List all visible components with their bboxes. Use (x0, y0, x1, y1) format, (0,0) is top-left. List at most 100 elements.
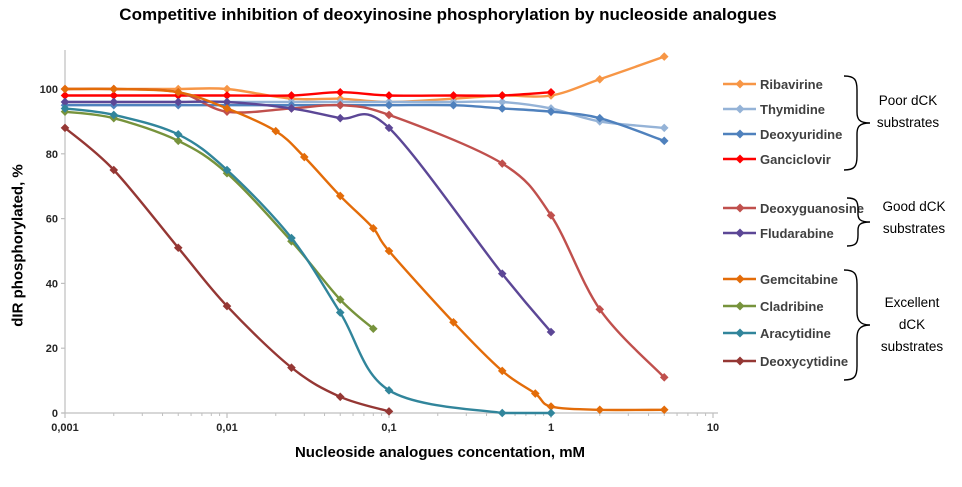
y-tick-label: 60 (46, 214, 58, 226)
series-marker-ribavirine (659, 52, 669, 61)
series-marker-ganciclovir (287, 91, 296, 100)
series-marker-ganciclovir (449, 91, 458, 100)
series-marker-gemcitabine (369, 224, 378, 233)
legend-marker-cladribine (723, 301, 756, 311)
series-marker-fludarabine (109, 97, 119, 107)
legend-marker-thymidine (723, 104, 756, 114)
legend-item-ribavirine: Ribavirine (723, 75, 823, 93)
series-marker-deoxyguanosine (546, 211, 556, 220)
series-marker-deoxyuridine (384, 100, 394, 110)
legend-item-deoxyguanosine: Deoxyguanosine (723, 199, 864, 217)
series-marker-ganciclovir (109, 91, 119, 100)
legend-label: Ganciclovir (760, 151, 831, 167)
series-marker-deoxycytidine (287, 363, 296, 372)
legend-item-fludarabine: Fludarabine (723, 224, 834, 242)
series-marker-gemcitabine (546, 402, 556, 411)
x-tick-label: 1 (548, 422, 554, 434)
y-tick-label: 40 (46, 278, 58, 290)
series-marker-deoxycytidine (222, 301, 232, 311)
legend-label: Deoxycytidine (760, 353, 849, 369)
series-marker-ganciclovir (335, 87, 345, 97)
series-marker-cladribine (335, 295, 345, 304)
series-marker-deoxycytidine (335, 392, 345, 402)
series-line-aracytidine (63, 107, 553, 415)
legend-marker-deoxyuridine (723, 129, 756, 139)
y-tick-label: 100 (40, 84, 58, 96)
legend-marker-fludarabine (723, 228, 756, 238)
series-marker-gemcitabine (271, 126, 281, 136)
series-marker-deoxyguanosine (595, 305, 605, 314)
series-marker-deoxyguanosine (497, 159, 507, 168)
legend-label: Fludarabine (760, 225, 834, 241)
group-label-poor: Poor dCK substrates (876, 93, 940, 130)
series-marker-fludarabine (173, 97, 183, 107)
series-line-ganciclovir (63, 90, 553, 97)
chart-title: Competitive inhibition of deoxyinosine p… (119, 5, 777, 24)
series-marker-gemcitabine (299, 152, 309, 162)
legend-label: Gemcitabine (760, 271, 839, 287)
legend-marker-gemcitabine (723, 274, 756, 284)
legend-label: Ribavirine (760, 76, 823, 92)
series-marker-fludarabine (546, 327, 556, 337)
series-marker-ganciclovir (222, 91, 232, 100)
series-marker-cladribine (369, 324, 378, 334)
series-marker-ribavirine (595, 74, 605, 84)
series-line-deoxyuridine (63, 103, 666, 142)
series-marker-deoxyuridine (659, 136, 669, 146)
series-marker-deoxyguanosine (659, 373, 669, 382)
legend-item-gemcitabine: Gemcitabine (723, 270, 838, 288)
series-marker-gemcitabine (60, 84, 70, 94)
series-marker-aracytidine (497, 408, 507, 418)
series-marker-deoxyuridine (546, 107, 556, 116)
legend-marker-deoxycytidine (723, 356, 756, 366)
series-marker-aracytidine (173, 130, 183, 139)
legend-item-thymidine: Thymidine (723, 100, 825, 118)
series-marker-aracytidine (384, 386, 394, 395)
legend-item-deoxycytidine: Deoxycytidine (723, 352, 848, 370)
series-line-ribavirine (63, 55, 666, 104)
y-tick-label: 80 (46, 149, 58, 161)
series-marker-gemcitabine (659, 405, 669, 415)
series-marker-fludarabine (384, 123, 394, 133)
series-marker-deoxycytidine (109, 165, 119, 175)
x-tick-label: 0,01 (216, 422, 237, 434)
legend-label: Deoxyguanosine (760, 200, 865, 216)
legend-label: Aracytidine (760, 325, 831, 341)
legend-marker-aracytidine (723, 328, 756, 338)
series-marker-fludarabine (60, 97, 70, 107)
group-label-good: Good dCK substrates (882, 199, 946, 236)
series-marker-ganciclovir (60, 91, 70, 100)
series-marker-ganciclovir (546, 87, 556, 97)
series-marker-gemcitabine (335, 191, 345, 201)
x-axis-title: Nucleoside analogues concentation, mM (294, 444, 586, 461)
y-tick-label: 0 (52, 408, 58, 420)
legend-marker-ribavirine (723, 79, 756, 89)
series-marker-fludarabine (222, 97, 232, 107)
series-marker-gemcitabine (109, 84, 119, 94)
x-tick-label: 0,1 (381, 422, 396, 434)
legend-item-deoxyuridine: Deoxyuridine (723, 125, 842, 143)
legend-item-cladribine: Cladribine (723, 297, 824, 315)
y-tick-label: 20 (46, 343, 58, 355)
legend-marker-deoxyguanosine (723, 203, 756, 213)
series-marker-thymidine (497, 97, 507, 107)
series-marker-aracytidine (109, 110, 119, 120)
series-marker-aracytidine (546, 408, 556, 418)
series-marker-gemcitabine (497, 366, 507, 376)
series-marker-gemcitabine (595, 405, 605, 415)
legend-label: Thymidine (760, 101, 826, 117)
series-marker-deoxyguanosine (384, 110, 394, 120)
series-marker-gemcitabine (173, 87, 183, 97)
legend-item-ganciclovir: Ganciclovir (723, 150, 831, 168)
series-marker-deoxycytidine (173, 243, 183, 253)
series-marker-deoxyguanosine (335, 100, 345, 110)
legend-marker-ganciclovir (723, 154, 756, 164)
legend-label: Cladribine (760, 298, 824, 314)
series-marker-gemcitabine (384, 246, 394, 256)
series-marker-thymidine (659, 123, 669, 133)
series-marker-aracytidine (287, 233, 296, 243)
series-marker-aracytidine (335, 308, 345, 317)
